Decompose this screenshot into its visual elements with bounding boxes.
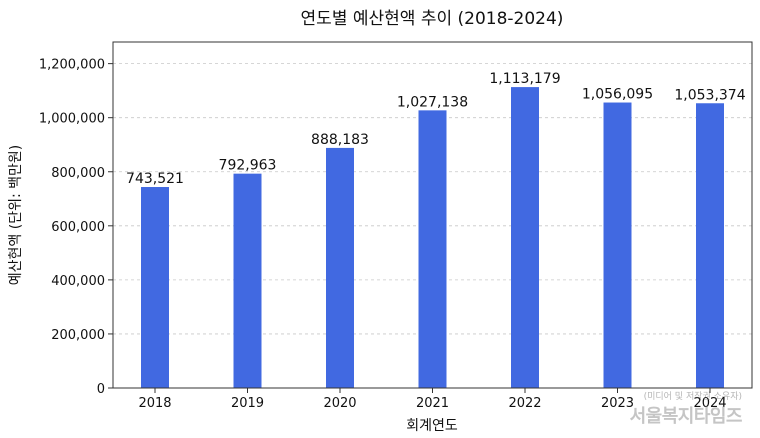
data-label: 1,053,374 [674,87,745,103]
y-tick-label: 1,200,000 [39,58,105,73]
y-tick-label: 600,000 [51,220,105,235]
bar [418,110,447,389]
data-label: 743,521 [126,171,184,187]
x-tick-label: 2022 [508,396,541,411]
data-label: 1,056,095 [582,87,653,103]
x-axis-label: 회계연도 [406,418,458,434]
bar [603,102,632,388]
y-axis-ticks: 0 200,000 400,000 600,000 800,000 1,000,000 1,… [39,58,113,397]
bars [141,87,724,389]
y-tick-label: 0 [97,382,105,397]
bar [326,147,354,388]
data-label: 888,183 [311,132,369,148]
data-label: 1,113,179 [489,71,560,87]
data-label: 792,963 [219,158,277,174]
x-tick-label: 2020 [323,396,356,411]
y-tick-label: 400,000 [51,274,105,289]
bar [696,103,724,389]
bar [511,87,539,388]
x-tick-label: 2024 [693,396,726,411]
x-axis-ticks: 2018 2019 2020 2021 2022 2023 2024 [138,388,727,411]
x-tick-label: 2019 [231,396,264,411]
y-tick-label: 1,000,000 [39,112,105,127]
x-tick-label: 2023 [601,396,634,411]
bar [233,173,262,388]
data-labels: 743,521 792,963 888,183 1,027,138 1,113,179 1… [126,71,746,187]
y-axis-label: 예산현액 (단위: 백만원) [8,145,24,285]
x-tick-label: 2021 [416,396,449,411]
x-tick-label: 2018 [138,396,171,411]
y-tick-label: 800,000 [51,166,105,181]
y-tick-label: 200,000 [51,328,105,343]
data-label: 1,027,138 [397,94,468,110]
chart-title: 연도별 예산현액 추이 (2018-2024) [301,9,564,29]
bar [141,187,169,388]
